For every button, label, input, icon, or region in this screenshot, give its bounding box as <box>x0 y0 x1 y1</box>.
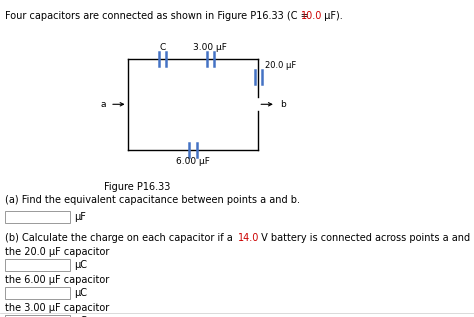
Text: (a) Find the equivalent capacitance between points a and b.: (a) Find the equivalent capacitance betw… <box>5 195 300 205</box>
Text: (b) Calculate the charge on each capacitor if a: (b) Calculate the charge on each capacit… <box>5 233 236 243</box>
Text: 10.0: 10.0 <box>301 11 323 21</box>
Text: a: a <box>100 100 106 109</box>
Text: 6.00 μF: 6.00 μF <box>176 157 210 165</box>
Text: Four capacitors are connected as shown in Figure P16.33 (C =: Four capacitors are connected as shown i… <box>5 11 311 21</box>
Text: µC: µC <box>74 316 87 317</box>
Text: µF: µF <box>74 212 86 222</box>
Text: V battery is connected across points a and b.: V battery is connected across points a a… <box>258 233 474 243</box>
Text: µC: µC <box>74 288 87 298</box>
FancyBboxPatch shape <box>5 315 70 317</box>
Text: the 6.00 µF capacitor: the 6.00 µF capacitor <box>5 275 109 285</box>
Text: Figure P16.33: Figure P16.33 <box>104 182 171 192</box>
FancyBboxPatch shape <box>5 211 70 223</box>
Text: 20.0 μF: 20.0 μF <box>265 61 296 70</box>
FancyBboxPatch shape <box>5 287 70 299</box>
Text: µC: µC <box>74 260 87 270</box>
Text: µF).: µF). <box>321 11 342 21</box>
Text: C: C <box>159 43 165 52</box>
Text: the 3.00 µF capacitor: the 3.00 µF capacitor <box>5 303 109 313</box>
Text: 14.0: 14.0 <box>238 233 260 243</box>
Text: 3.00 μF: 3.00 μF <box>193 43 228 52</box>
Text: the 20.0 µF capacitor: the 20.0 µF capacitor <box>5 247 109 257</box>
Text: b: b <box>280 100 286 109</box>
FancyBboxPatch shape <box>5 259 70 271</box>
